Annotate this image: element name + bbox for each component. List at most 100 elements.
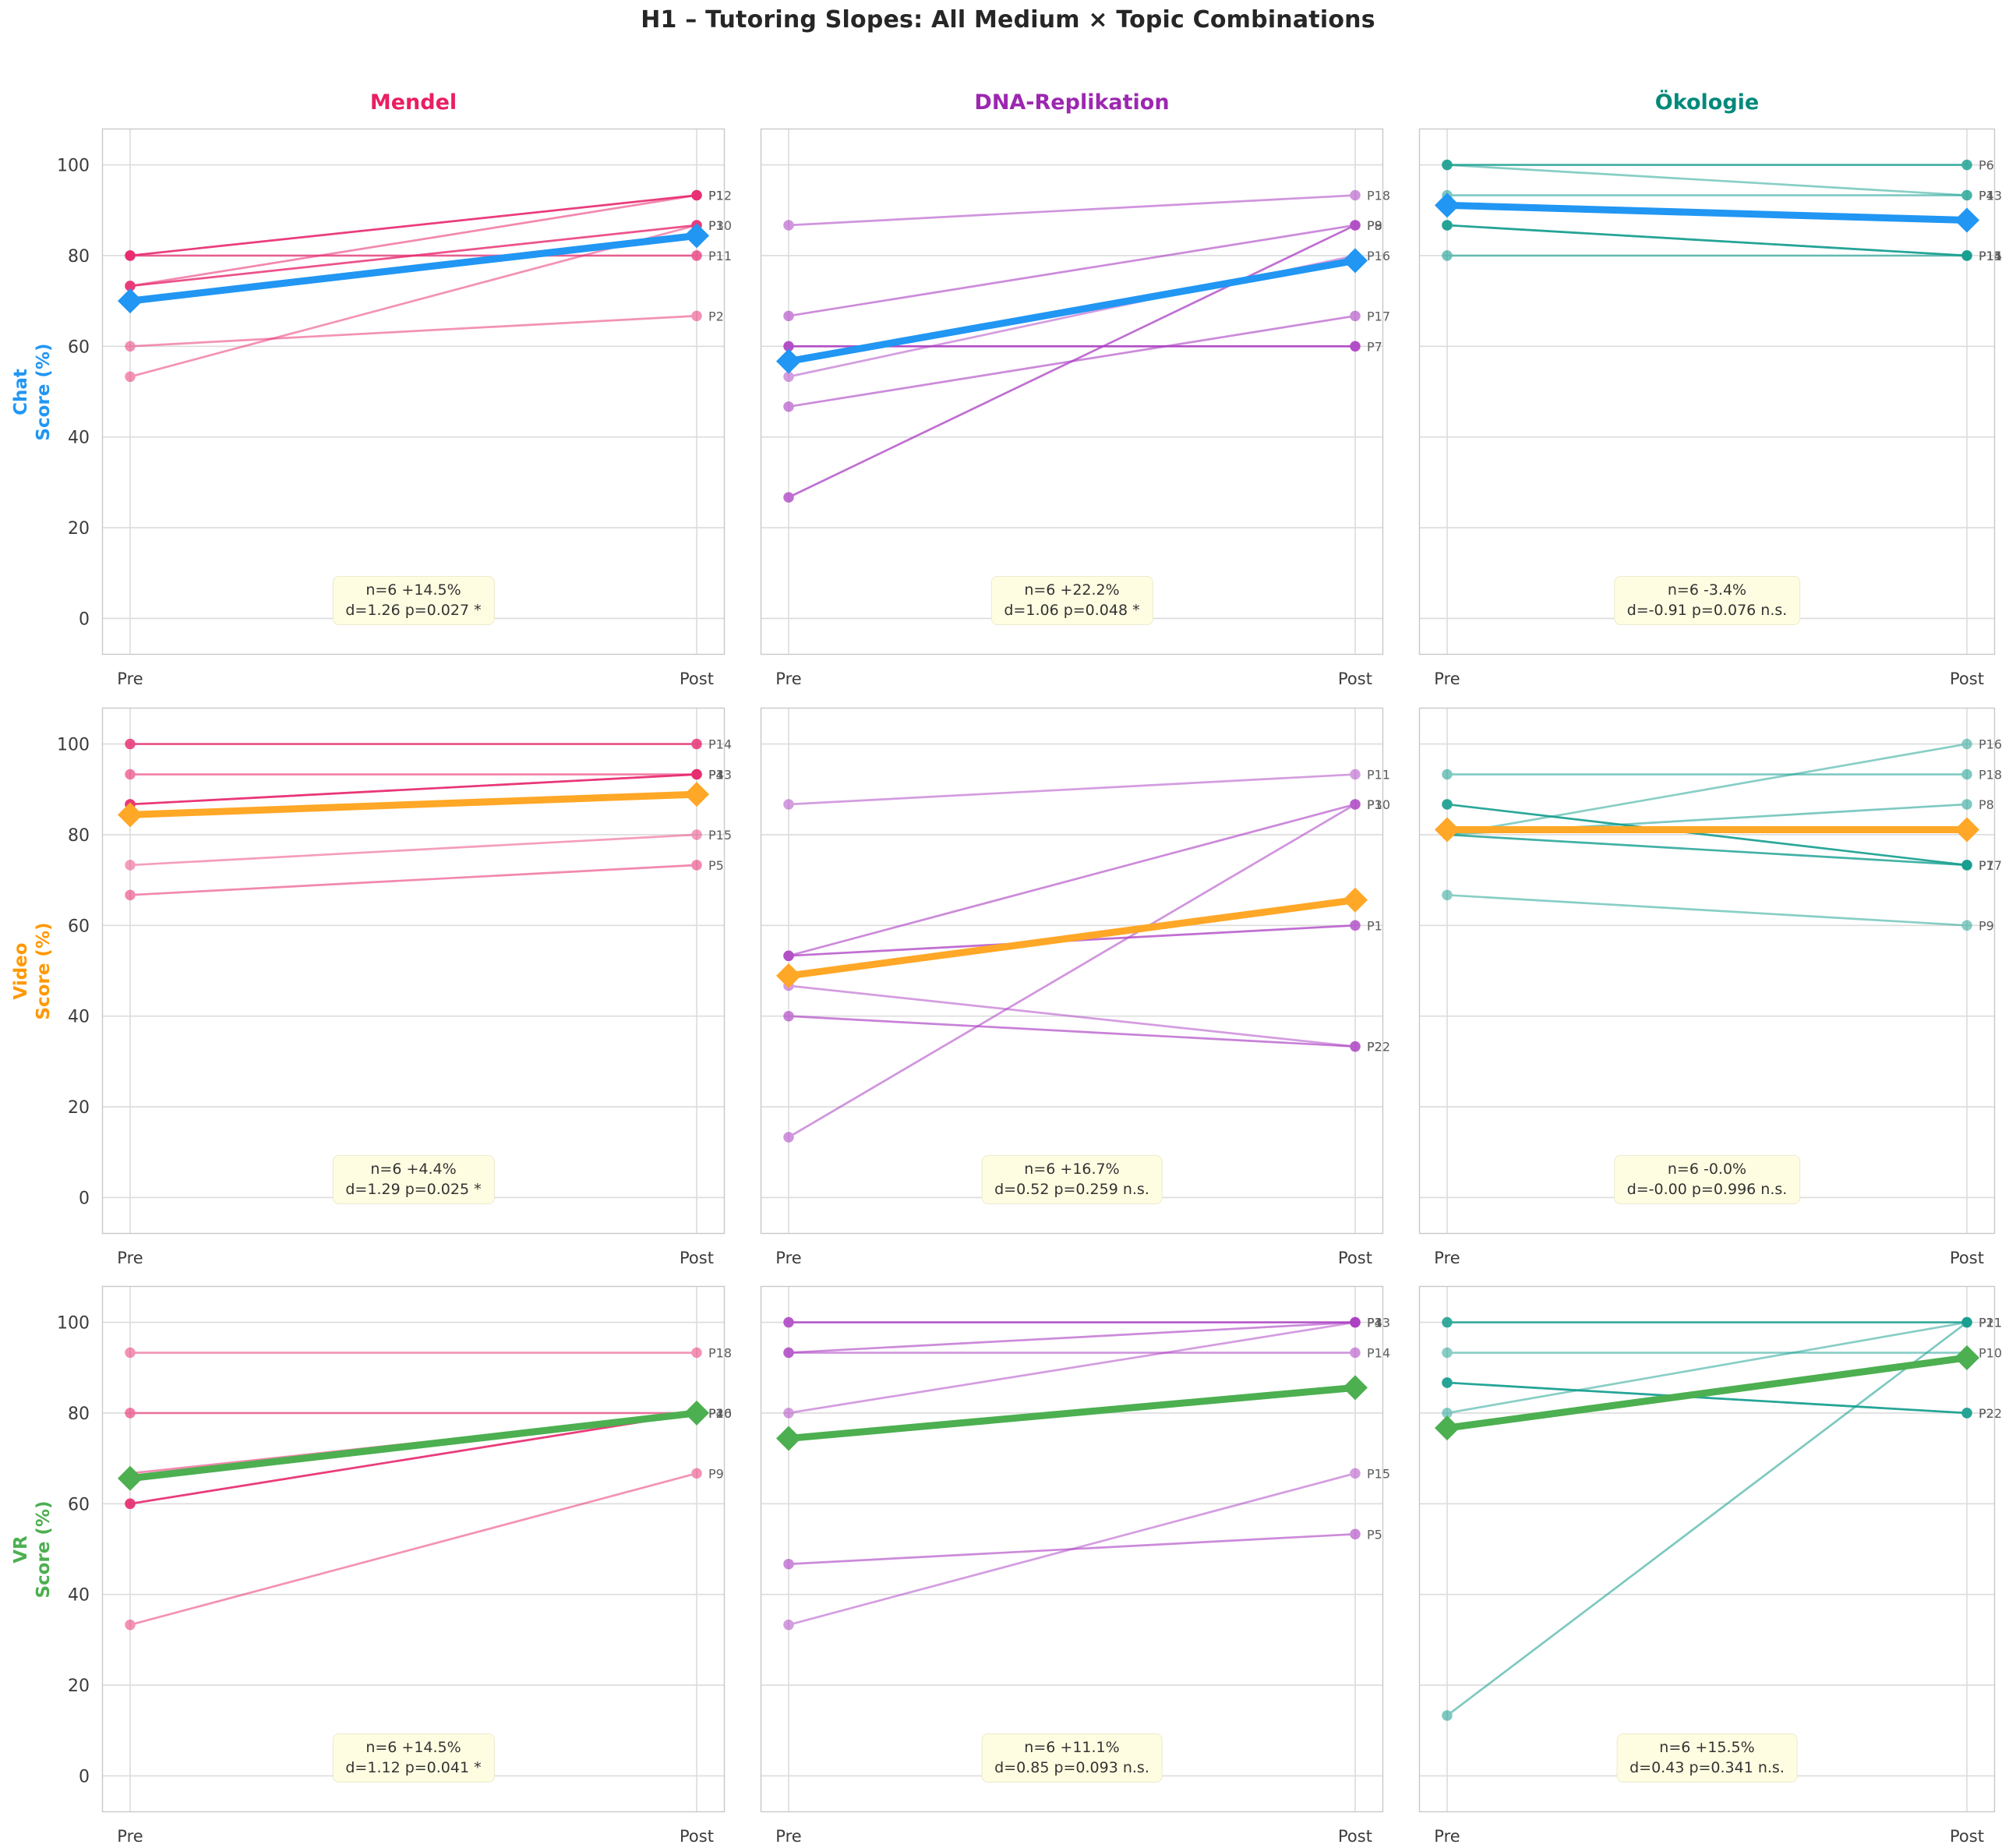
row-label-line1: Video	[11, 942, 31, 1000]
svg-text:P1: P1	[1367, 918, 1382, 933]
svg-text:Post: Post	[680, 1249, 714, 1267]
svg-text:P15: P15	[1367, 1466, 1390, 1481]
stats-line2: d=-0.00 p=0.996 n.s.	[1626, 1181, 1788, 1199]
svg-text:P18: P18	[1367, 189, 1390, 203]
svg-text:P22: P22	[1367, 1040, 1390, 1055]
slope-chart-svg: Pre Post P18 P17 P16 P8 P7 P9	[1418, 707, 2002, 1267]
svg-text:P3: P3	[708, 218, 724, 233]
svg-text:P9: P9	[1367, 218, 1382, 233]
subplot-video-oekologie: Pre Post P18 P17 P16 P8 P7 P9 n=6 -0.0% d=-0.00…	[1418, 707, 2002, 1267]
stats-annotation: n=6 +14.5% d=1.12 p=0.041 *	[332, 1733, 495, 1783]
stats-line1: n=6 +22.2%	[1024, 581, 1120, 599]
svg-text:P2: P2	[1367, 1040, 1382, 1055]
svg-text:P10: P10	[708, 1406, 732, 1421]
svg-text:P3: P3	[708, 768, 724, 783]
svg-text:P16: P16	[1367, 249, 1390, 263]
svg-text:20: 20	[68, 1098, 90, 1118]
svg-text:Pre: Pre	[117, 1249, 143, 1267]
subplot-chat-oekologie: Pre Post P6 P13 P4 P11 P14 P15 n=6 -3.4% d=-0.9…	[1418, 128, 2002, 688]
svg-text:100: 100	[57, 736, 90, 755]
stats-line2: d=0.52 p=0.259 n.s.	[994, 1181, 1149, 1199]
subplot-video-mendel: 0 20 40 60 80 100 Pre Post P14 P13 P4 P3 P15 P5 n=6 +…	[57, 707, 732, 1267]
svg-text:Post: Post	[1950, 1249, 1984, 1267]
svg-text:20: 20	[68, 519, 90, 539]
svg-text:P1: P1	[708, 189, 724, 203]
svg-text:P8: P8	[1979, 797, 1994, 812]
svg-text:Pre: Pre	[1434, 1827, 1460, 1846]
svg-text:Post: Post	[1950, 670, 1984, 688]
svg-text:P14: P14	[1979, 249, 2002, 263]
svg-text:P16: P16	[1979, 737, 2002, 752]
svg-text:P17: P17	[1367, 309, 1390, 323]
svg-text:P16: P16	[708, 1406, 732, 1421]
svg-text:Pre: Pre	[1434, 1249, 1460, 1267]
subplot-vr-mendel: 0 20 40 60 80 100 Pre Post P18 P16 P2 P4 P10 P9 n=6 +…	[57, 1285, 732, 1846]
row-label-line1: Chat	[11, 368, 31, 415]
svg-text:0: 0	[79, 610, 90, 629]
row-label-chat: Chat Score (%)	[10, 275, 58, 509]
svg-text:P14: P14	[1367, 1346, 1390, 1361]
stats-line1: n=6 -0.0%	[1667, 1160, 1747, 1178]
svg-text:P13: P13	[708, 768, 732, 783]
svg-text:P4: P4	[1979, 189, 1994, 203]
svg-text:P6: P6	[1979, 158, 1994, 173]
svg-text:P10: P10	[1979, 1346, 2002, 1361]
svg-text:P11: P11	[1979, 249, 2002, 263]
stats-annotation: n=6 -3.4% d=-0.91 p=0.076 n.s.	[1613, 575, 1801, 625]
svg-text:P4: P4	[1367, 1316, 1382, 1330]
svg-text:P13: P13	[1979, 189, 2002, 203]
stats-annotation: n=6 -0.0% d=-0.00 p=0.996 n.s.	[1613, 1154, 1801, 1204]
column-title-mendel: Mendel	[369, 90, 457, 115]
stats-annotation: n=6 +14.5% d=1.26 p=0.027 *	[332, 575, 495, 625]
svg-text:P8: P8	[1367, 218, 1382, 233]
svg-text:P5: P5	[708, 858, 724, 873]
svg-text:P2: P2	[708, 309, 724, 323]
row-label-line2: Score (%)	[33, 342, 54, 441]
svg-text:Post: Post	[1338, 1249, 1372, 1267]
svg-text:P12: P12	[708, 189, 732, 203]
column-title-dna: DNA-Replikation	[974, 90, 1170, 115]
stats-annotation: n=6 +22.2% d=1.06 p=0.048 *	[990, 575, 1153, 625]
svg-text:P22: P22	[1979, 1406, 2002, 1421]
svg-text:20: 20	[68, 1677, 90, 1696]
row-label-line1: VR	[11, 1535, 31, 1564]
row-label-vr: VR Score (%)	[10, 1433, 58, 1666]
row-label-video: Video Score (%)	[10, 854, 58, 1088]
subplot-chat-dna: Pre Post P18 P8 P9 P16 P17 P7 n=6 +22.2% d=1.06…	[760, 128, 1390, 688]
svg-text:P7: P7	[1367, 339, 1382, 354]
svg-text:P21: P21	[1979, 1316, 2002, 1330]
stats-line2: d=1.12 p=0.041 *	[345, 1759, 482, 1777]
svg-text:Post: Post	[1950, 1827, 1984, 1846]
svg-text:40: 40	[68, 1008, 90, 1027]
stats-line1: n=6 +4.4%	[370, 1160, 457, 1178]
svg-text:P10: P10	[1367, 797, 1390, 812]
svg-text:P11: P11	[708, 249, 732, 263]
svg-text:P9: P9	[708, 1466, 724, 1481]
svg-text:Pre: Pre	[775, 1249, 801, 1267]
row-label-line2: Score (%)	[33, 1500, 54, 1599]
svg-text:60: 60	[68, 1495, 90, 1514]
stats-line1: n=6 +14.5%	[365, 1738, 461, 1756]
column-title-oekologie: Ökologie	[1654, 90, 1760, 115]
figure-title: H1 – Tutoring Slopes: All Medium × Topic…	[641, 6, 1375, 34]
svg-text:P11: P11	[1979, 1316, 2002, 1330]
stats-line1: n=6 +16.7%	[1024, 1160, 1120, 1178]
stats-line1: n=6 -3.4%	[1667, 581, 1747, 599]
svg-text:80: 80	[68, 826, 90, 846]
svg-text:P11: P11	[1367, 768, 1390, 783]
svg-text:0: 0	[79, 1767, 90, 1786]
stats-annotation: n=6 +16.7% d=0.52 p=0.259 n.s.	[981, 1154, 1163, 1204]
stats-line2: d=-0.91 p=0.076 n.s.	[1626, 602, 1788, 620]
svg-text:P3: P3	[1367, 797, 1382, 812]
svg-text:40: 40	[68, 429, 90, 448]
svg-text:P5: P5	[1367, 1527, 1382, 1542]
svg-text:P13: P13	[1367, 1316, 1390, 1330]
svg-text:40: 40	[68, 1586, 90, 1606]
stats-line2: d=1.06 p=0.048 *	[1004, 602, 1140, 620]
svg-text:60: 60	[68, 917, 90, 936]
